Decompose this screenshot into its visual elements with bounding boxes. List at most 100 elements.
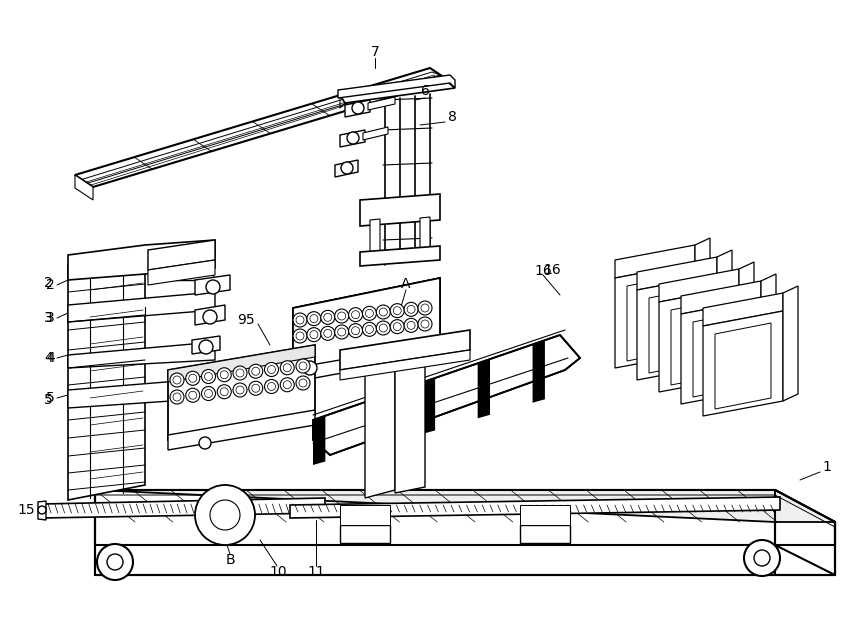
Polygon shape [365,358,395,498]
Polygon shape [42,498,325,518]
Circle shape [293,313,307,327]
Circle shape [337,312,346,320]
Bar [520,505,570,525]
Polygon shape [293,343,440,382]
Circle shape [220,387,228,396]
Text: 5: 5 [44,393,53,407]
Circle shape [407,321,415,329]
Circle shape [264,379,278,394]
Circle shape [186,371,199,385]
Polygon shape [783,286,798,401]
Polygon shape [192,336,220,354]
Bar [340,525,390,543]
Circle shape [321,310,335,324]
Circle shape [249,381,263,396]
Circle shape [421,320,429,328]
Polygon shape [615,245,695,278]
Circle shape [349,308,362,321]
Circle shape [404,318,418,332]
Polygon shape [360,194,440,226]
Circle shape [268,365,276,373]
Circle shape [233,366,247,380]
Circle shape [376,305,390,319]
Polygon shape [38,501,46,520]
Circle shape [206,280,220,294]
Polygon shape [703,293,783,326]
Polygon shape [340,350,470,380]
Bar [520,525,570,543]
Circle shape [236,386,244,394]
Polygon shape [681,281,761,314]
Polygon shape [739,262,754,377]
Circle shape [233,383,247,397]
Polygon shape [615,263,695,368]
Circle shape [210,500,240,530]
Circle shape [199,437,211,449]
Circle shape [337,328,346,336]
Circle shape [362,323,376,336]
Text: 3: 3 [44,311,53,325]
Polygon shape [671,299,727,385]
Circle shape [236,369,244,377]
Text: 4: 4 [44,351,53,365]
Circle shape [218,368,231,382]
Circle shape [205,373,212,381]
Polygon shape [168,410,315,450]
Polygon shape [637,275,717,380]
Polygon shape [532,340,544,403]
Circle shape [284,381,291,389]
Polygon shape [195,305,225,325]
Circle shape [201,386,216,400]
Circle shape [296,376,310,390]
Polygon shape [313,416,325,465]
Circle shape [220,371,228,379]
Circle shape [173,393,181,401]
Circle shape [376,321,390,335]
Circle shape [299,362,307,370]
Circle shape [366,325,374,333]
Circle shape [293,329,307,343]
Text: 4: 4 [46,351,55,365]
Bar [340,505,390,525]
Circle shape [744,540,780,576]
Polygon shape [95,490,835,522]
Circle shape [303,361,317,375]
Polygon shape [363,127,388,140]
Text: 1: 1 [822,460,831,474]
Text: 95: 95 [238,313,255,327]
Circle shape [394,323,401,331]
Circle shape [418,301,432,315]
Polygon shape [478,359,490,418]
Text: A: A [401,277,411,291]
Circle shape [394,307,401,315]
Circle shape [296,332,304,340]
Circle shape [195,485,255,545]
Circle shape [186,388,199,402]
Polygon shape [340,80,455,103]
Polygon shape [293,278,440,320]
Circle shape [380,308,388,316]
Circle shape [264,363,278,376]
Circle shape [307,311,321,326]
Polygon shape [95,490,835,545]
Polygon shape [360,246,440,266]
Polygon shape [155,248,205,272]
Text: 16: 16 [534,264,552,278]
Polygon shape [715,323,771,409]
Circle shape [323,329,332,337]
Circle shape [352,102,364,114]
Circle shape [203,310,217,324]
Circle shape [218,385,231,399]
Text: 8: 8 [447,110,456,124]
Circle shape [404,302,418,316]
Polygon shape [420,217,430,258]
Circle shape [280,378,294,392]
Text: 2: 2 [46,278,55,292]
Circle shape [201,370,216,384]
Polygon shape [659,287,739,392]
Polygon shape [338,75,455,98]
Polygon shape [168,345,315,440]
Circle shape [407,305,415,313]
Circle shape [390,303,404,318]
Polygon shape [68,292,215,322]
